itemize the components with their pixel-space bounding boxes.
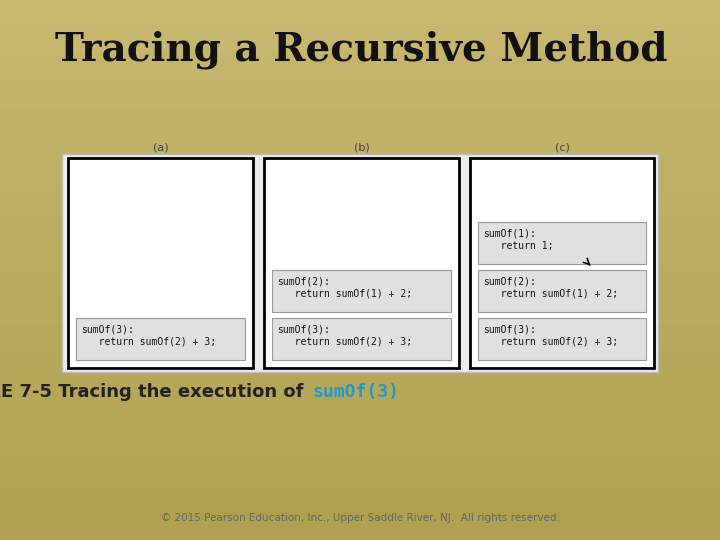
Bar xyxy=(0,485,720,513)
Bar xyxy=(0,404,720,432)
Text: sumOf(3): sumOf(3) xyxy=(313,383,400,401)
Bar xyxy=(0,0,720,27)
Text: FIGURE 7-5 Tracing the execution of: FIGURE 7-5 Tracing the execution of xyxy=(0,383,310,401)
Bar xyxy=(0,458,720,486)
Bar xyxy=(0,269,720,297)
Text: sumOf(1):: sumOf(1): xyxy=(483,228,536,238)
Bar xyxy=(0,377,720,405)
Bar xyxy=(68,158,253,368)
Bar xyxy=(478,270,646,312)
Text: Tracing a Recursive Method: Tracing a Recursive Method xyxy=(55,31,667,69)
Bar xyxy=(478,318,646,360)
Bar xyxy=(0,80,720,108)
Text: © 2015 Pearson Education, Inc., Upper Saddle River, NJ.  All rights reserved.: © 2015 Pearson Education, Inc., Upper Sa… xyxy=(161,513,559,523)
Bar xyxy=(0,323,720,351)
Text: sumOf(3):: sumOf(3): xyxy=(483,324,536,334)
Text: sumOf(3):: sumOf(3): xyxy=(81,324,134,334)
Bar xyxy=(0,512,720,540)
Bar xyxy=(0,350,720,378)
Bar xyxy=(272,318,451,360)
Text: (b): (b) xyxy=(354,143,369,153)
Bar xyxy=(264,158,459,368)
Text: (c): (c) xyxy=(554,143,570,153)
Text: return sumOf(2) + 3;: return sumOf(2) + 3; xyxy=(81,337,216,347)
Bar xyxy=(0,107,720,135)
Bar xyxy=(470,158,654,368)
Bar xyxy=(0,26,720,54)
Bar xyxy=(0,161,720,189)
Bar xyxy=(0,296,720,324)
Text: return sumOf(1) + 2;: return sumOf(1) + 2; xyxy=(277,289,412,299)
Bar xyxy=(62,154,658,372)
Text: sumOf(3):: sumOf(3): xyxy=(277,324,330,334)
Text: return sumOf(2) + 3;: return sumOf(2) + 3; xyxy=(483,337,618,347)
Text: return 1;: return 1; xyxy=(483,241,554,251)
Text: return sumOf(1) + 2;: return sumOf(1) + 2; xyxy=(483,289,618,299)
Text: sumOf(2):: sumOf(2): xyxy=(277,276,330,286)
Text: return sumOf(2) + 3;: return sumOf(2) + 3; xyxy=(277,337,412,347)
Bar xyxy=(0,134,720,162)
Bar xyxy=(272,270,451,312)
Text: sumOf(2):: sumOf(2): xyxy=(483,276,536,286)
Text: (a): (a) xyxy=(153,143,168,153)
Bar xyxy=(0,188,720,216)
Bar xyxy=(0,53,720,81)
Bar xyxy=(478,222,646,264)
Bar xyxy=(0,242,720,270)
Bar xyxy=(76,318,245,360)
Bar xyxy=(0,215,720,243)
Bar xyxy=(0,431,720,459)
